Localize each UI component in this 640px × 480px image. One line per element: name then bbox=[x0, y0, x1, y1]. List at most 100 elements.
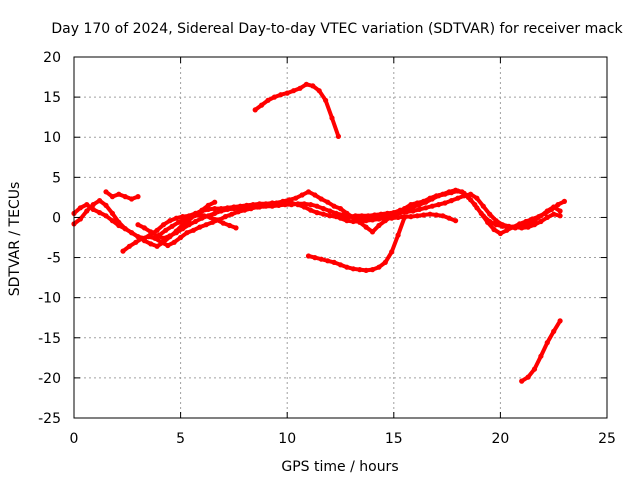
data-point bbox=[506, 223, 512, 229]
data-point bbox=[421, 198, 427, 204]
data-point bbox=[318, 196, 324, 202]
data-point bbox=[433, 212, 439, 218]
data-point bbox=[178, 234, 184, 241]
data-point bbox=[205, 202, 211, 208]
data-point bbox=[557, 318, 563, 324]
data-point bbox=[312, 192, 318, 198]
data-point bbox=[517, 221, 523, 227]
data-point bbox=[423, 205, 429, 211]
data-point bbox=[325, 199, 331, 205]
data-point bbox=[158, 239, 164, 245]
data-point bbox=[352, 214, 358, 220]
data-point bbox=[448, 198, 454, 204]
data-point bbox=[391, 210, 397, 216]
data-point bbox=[404, 209, 410, 215]
data-point bbox=[173, 215, 179, 221]
data-point bbox=[551, 211, 557, 217]
data-point bbox=[365, 214, 371, 220]
data-point bbox=[493, 218, 499, 224]
data-point bbox=[303, 81, 309, 87]
data-point bbox=[305, 253, 312, 259]
data-point bbox=[350, 266, 356, 272]
y-tick-label: -25 bbox=[38, 411, 61, 427]
y-axis-label: SDTVAR / TECUs bbox=[7, 182, 23, 297]
data-point bbox=[233, 225, 239, 231]
data-point bbox=[139, 235, 145, 241]
data-point bbox=[369, 229, 376, 235]
chart-title: Day 170 of 2024, Sidereal Day-to-day VTE… bbox=[51, 21, 623, 37]
data-point bbox=[414, 200, 420, 206]
data-point bbox=[263, 203, 269, 209]
data-point bbox=[531, 222, 538, 228]
data-point bbox=[525, 224, 531, 230]
data-point bbox=[312, 255, 318, 261]
data-point bbox=[212, 210, 218, 216]
data-point bbox=[433, 193, 439, 199]
data-point bbox=[337, 206, 344, 212]
data-point bbox=[103, 202, 109, 208]
data-point bbox=[389, 215, 395, 221]
data-point bbox=[141, 225, 147, 231]
data-point bbox=[90, 202, 96, 208]
data-point bbox=[97, 210, 103, 216]
data-point bbox=[167, 218, 173, 224]
data-point bbox=[408, 214, 414, 220]
data-point bbox=[542, 210, 548, 216]
data-point bbox=[203, 222, 209, 228]
data-point bbox=[455, 195, 461, 201]
y-tick-label: 20 bbox=[43, 50, 61, 66]
data-point bbox=[214, 217, 220, 223]
data-point bbox=[544, 340, 550, 346]
data-point bbox=[135, 222, 141, 228]
data-point bbox=[282, 202, 288, 208]
data-point bbox=[182, 216, 188, 222]
data-point bbox=[549, 206, 555, 212]
data-point bbox=[156, 232, 162, 238]
data-point bbox=[414, 213, 420, 219]
data-point bbox=[427, 211, 433, 217]
data-point bbox=[109, 210, 115, 216]
data-point bbox=[154, 243, 160, 249]
data-point bbox=[269, 203, 275, 209]
data-point bbox=[252, 107, 258, 113]
data-point bbox=[395, 232, 401, 238]
data-point bbox=[84, 202, 90, 208]
data-point bbox=[410, 208, 416, 214]
data-series bbox=[71, 81, 568, 384]
series-line-arc-4 bbox=[121, 188, 567, 254]
data-point bbox=[429, 203, 435, 209]
plot-frame bbox=[73, 56, 608, 419]
data-point bbox=[359, 214, 365, 220]
data-point bbox=[109, 218, 115, 224]
data-point bbox=[165, 242, 171, 249]
data-point bbox=[523, 218, 529, 225]
data-point bbox=[337, 262, 344, 268]
data-point bbox=[480, 203, 486, 209]
data-point bbox=[551, 328, 557, 334]
data-point bbox=[525, 374, 531, 380]
data-point bbox=[171, 239, 177, 245]
data-point bbox=[323, 97, 329, 103]
data-point bbox=[116, 219, 122, 225]
data-point bbox=[173, 230, 179, 236]
data-point bbox=[126, 243, 132, 249]
data-point bbox=[357, 267, 363, 273]
data-point bbox=[212, 206, 218, 212]
data-point bbox=[308, 202, 314, 208]
data-point bbox=[491, 226, 497, 233]
data-point bbox=[474, 195, 480, 201]
data-point bbox=[389, 249, 395, 255]
data-point bbox=[160, 222, 167, 228]
data-point bbox=[397, 210, 403, 216]
data-point bbox=[169, 223, 175, 229]
data-point bbox=[250, 204, 256, 210]
data-point bbox=[163, 227, 169, 233]
data-point bbox=[442, 200, 448, 206]
x-tick-label: 20 bbox=[491, 431, 509, 447]
data-point bbox=[529, 216, 536, 222]
data-point bbox=[297, 85, 303, 91]
data-point bbox=[363, 224, 369, 230]
data-point bbox=[299, 192, 305, 198]
data-point bbox=[401, 214, 408, 220]
